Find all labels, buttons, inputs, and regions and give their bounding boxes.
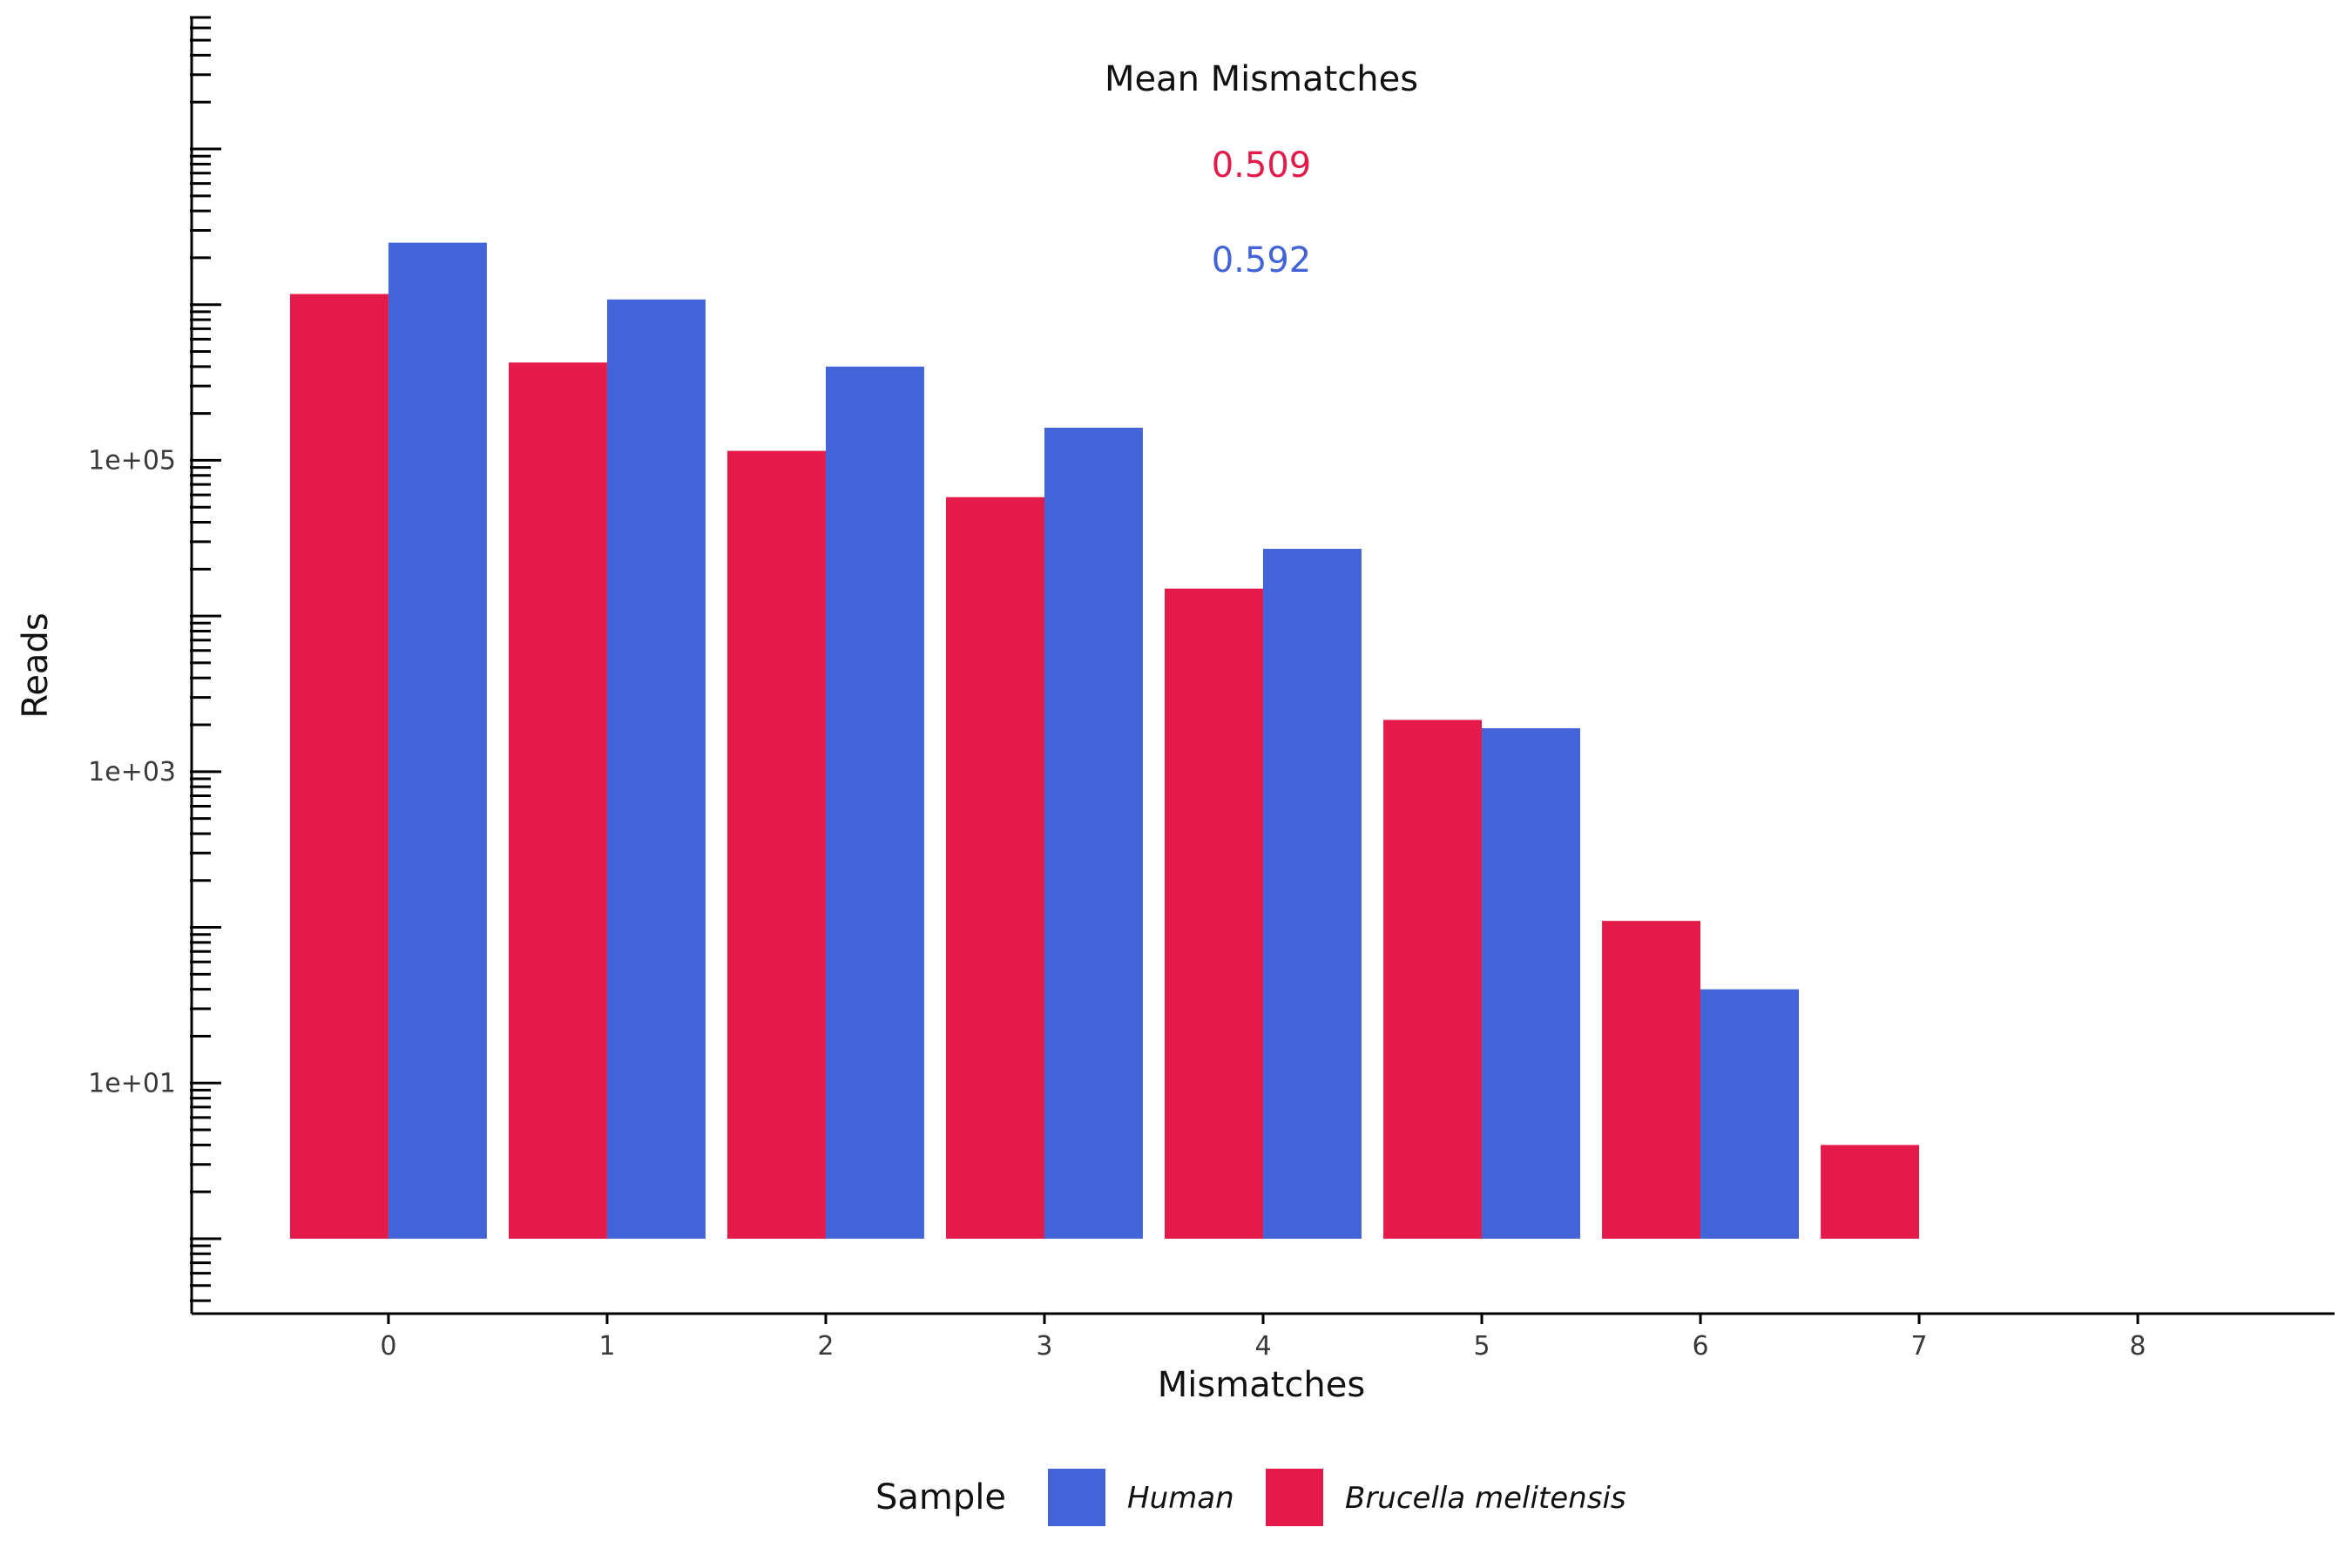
x-tick-label: 7	[1911, 1331, 1928, 1362]
x-tick-label: 4	[1254, 1331, 1271, 1362]
x-tick-label: 5	[1473, 1331, 1490, 1362]
bar-brucella-melitensis-5	[1383, 720, 1483, 1239]
bar-brucella-melitensis-7	[1821, 1145, 1920, 1239]
legend-swatch-human	[1048, 1469, 1105, 1526]
bar-brucella-melitensis-1	[508, 362, 607, 1239]
axes-layer: 1e+01 1e+03 1e+05 0 1 2 3 4 5 6 7 8	[88, 16, 2335, 1362]
bars-layer	[289, 242, 1920, 1239]
legend: Sample Human Brucella melitensis	[875, 1469, 1626, 1526]
x-tick-label: 0	[380, 1331, 396, 1362]
x-tick-label: 8	[2130, 1331, 2146, 1362]
legend-label-brucella-melitensis: Brucella melitensis	[1345, 1481, 1626, 1516]
bar-human-4	[1263, 549, 1362, 1239]
bar-human-1	[606, 299, 706, 1239]
bar-brucella-melitensis-4	[1165, 588, 1263, 1239]
legend-label-human: Human	[1127, 1481, 1234, 1516]
x-tick-label: 6	[1692, 1331, 1708, 1362]
bar-human-5	[1482, 728, 1580, 1239]
bar-human-6	[1700, 989, 1799, 1239]
y-tick-label: 1e+05	[88, 445, 176, 476]
legend-swatch-brucella-melitensis	[1266, 1469, 1323, 1526]
bar-human-2	[825, 366, 924, 1239]
y-axis-title: Reads	[16, 612, 56, 718]
annotation-value-brucella: 0.509	[1212, 145, 1312, 186]
annotation-title: Mean Mismatches	[1105, 59, 1418, 99]
x-tick-label: 3	[1036, 1331, 1052, 1362]
legend-title: Sample	[875, 1477, 1006, 1517]
annotation-value-human: 0.592	[1212, 240, 1312, 280]
y-tick-label: 1e+03	[88, 757, 176, 787]
x-tick-label: 1	[598, 1331, 615, 1362]
bar-human-0	[388, 242, 487, 1239]
bar-brucella-melitensis-2	[727, 450, 826, 1239]
bar-brucella-melitensis-6	[1602, 921, 1701, 1239]
y-tick-label: 1e+01	[88, 1068, 176, 1098]
bar-human-3	[1044, 427, 1143, 1239]
bar-brucella-melitensis-3	[946, 497, 1044, 1239]
x-axis-title: Mismatches	[1158, 1365, 1365, 1405]
bar-brucella-melitensis-0	[289, 294, 389, 1239]
x-tick-label: 2	[817, 1331, 834, 1362]
